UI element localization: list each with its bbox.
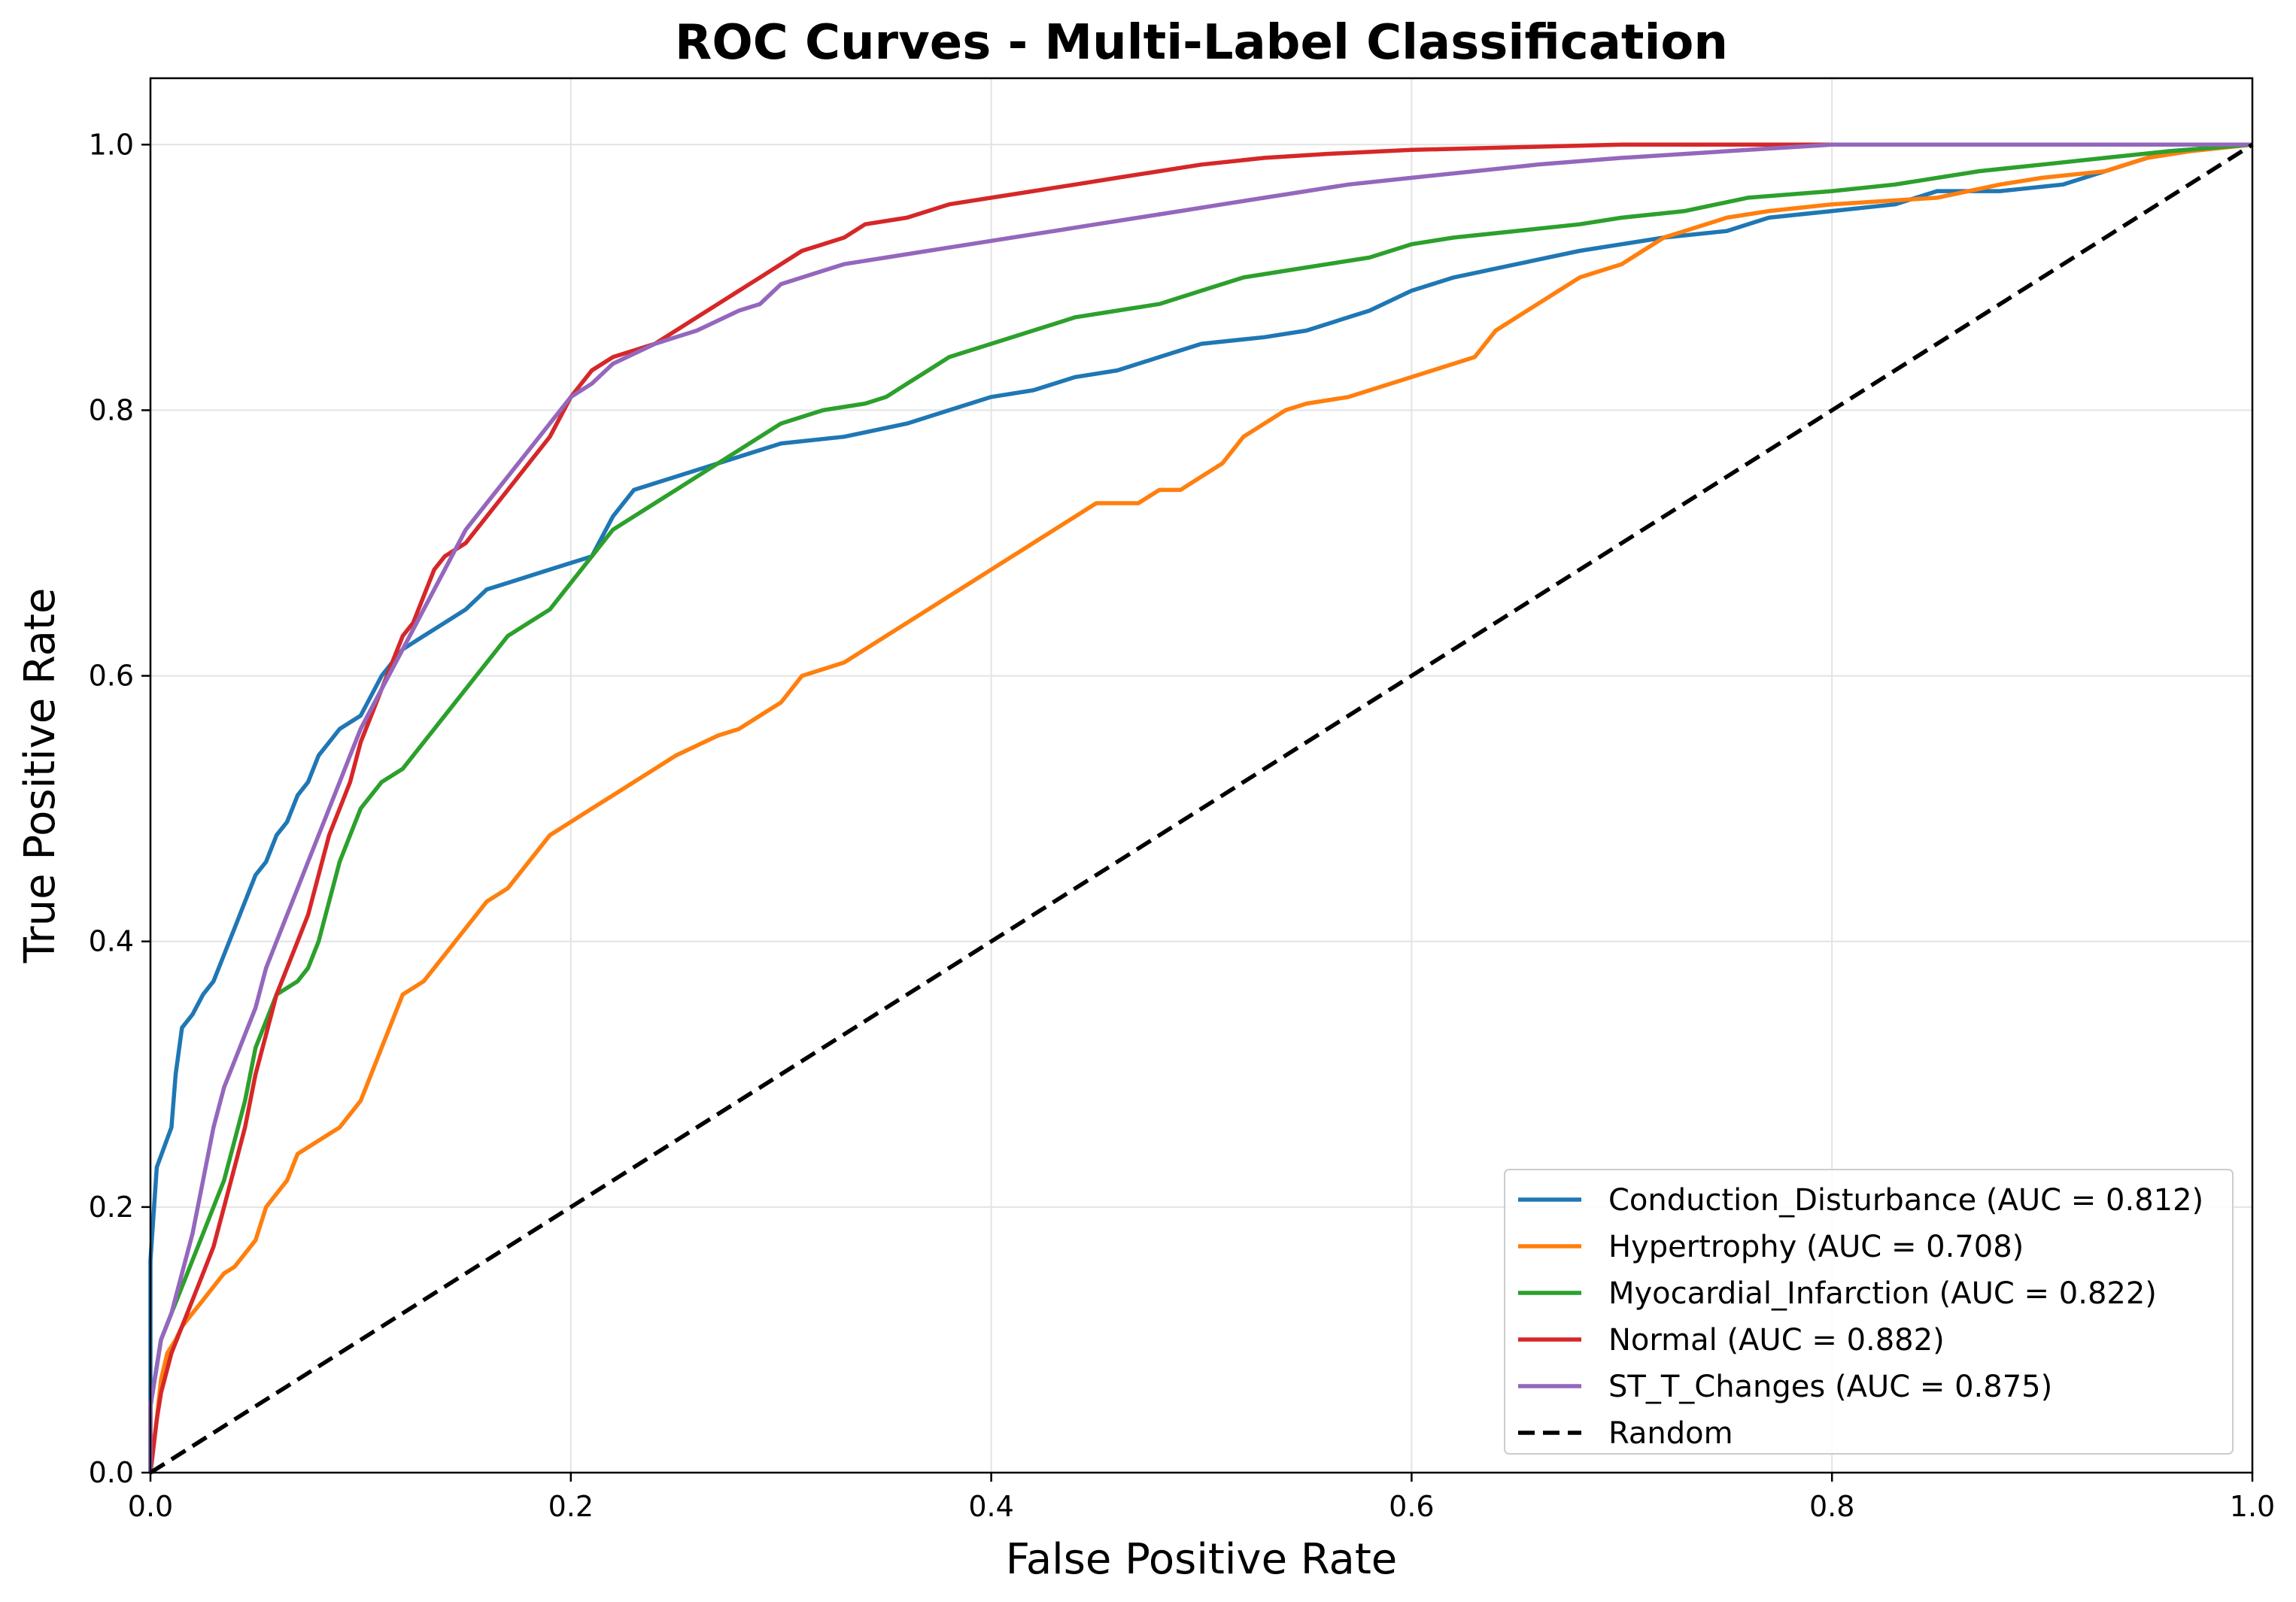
- legend-label-1: Hypertrophy (AUC = 0.708): [1608, 1230, 2024, 1264]
- x-tick-label: 0.2: [548, 1490, 594, 1523]
- y-tick-label: 0.2: [89, 1191, 134, 1224]
- x-tick-label: 0.6: [1389, 1490, 1434, 1523]
- chart-title: ROC Curves - Multi-Label Classification: [675, 15, 1728, 71]
- y-tick-label: 1.0: [89, 128, 134, 161]
- series-line-1: [148, 142, 2253, 1473]
- y-tick-label: 0.0: [89, 1456, 134, 1489]
- series-line-4: [148, 142, 2252, 1473]
- x-tick-label: 0.4: [968, 1490, 1013, 1523]
- plot-frame: [149, 77, 2254, 1474]
- series-line-0: [148, 142, 2253, 1473]
- legend-label-4: ST_T_Changes (AUC = 0.875): [1608, 1370, 2052, 1404]
- legend-label-3: Normal (AUC = 0.882): [1608, 1323, 1945, 1358]
- series-line-2: [148, 142, 2253, 1473]
- plot-series: [148, 142, 2254, 1475]
- grid-lines: [150, 78, 2253, 1473]
- y-tick-label: 0.8: [89, 393, 134, 426]
- legend-label-0: Conduction_Disturbance (AUC = 0.812): [1608, 1183, 2203, 1218]
- legend-label-2: Myocardial_Infarction (AUC = 0.822): [1608, 1276, 2157, 1311]
- y-tick-label: 0.6: [89, 660, 134, 693]
- x-tick-label: 0.8: [1809, 1490, 1854, 1523]
- legend-label-5: Random: [1608, 1416, 1733, 1451]
- legend: Conduction_Disturbance (AUC = 0.812) Hype…: [1504, 1169, 2234, 1455]
- legend-frame: [1504, 1169, 2234, 1455]
- axis-ticks: 0.0 0.2 0.4 0.6 0.8 1.0 0.0 0.2 0.4 0.6 0.8 1.0: [89, 128, 2276, 1523]
- x-tick-label: 0.0: [128, 1490, 173, 1523]
- series-line-5: [149, 142, 2254, 1475]
- x-tick-label: 1.0: [2230, 1490, 2275, 1523]
- series-line-3: [148, 142, 2252, 1473]
- x-axis-label: False Positive Rate: [1006, 1535, 1397, 1584]
- y-axis-label: True Positive Rate: [16, 588, 65, 964]
- y-tick-label: 0.4: [89, 925, 134, 958]
